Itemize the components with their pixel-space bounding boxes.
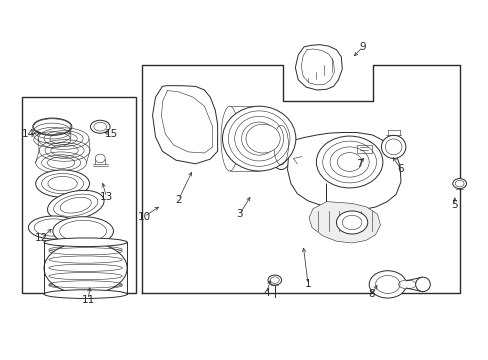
Bar [22, 97, 136, 293]
Ellipse shape [53, 217, 113, 246]
Ellipse shape [44, 238, 127, 247]
Circle shape [452, 179, 466, 189]
Circle shape [336, 211, 367, 234]
Polygon shape [287, 132, 400, 211]
Ellipse shape [222, 106, 295, 171]
Text: 1: 1 [304, 279, 311, 289]
Text: 13: 13 [100, 192, 113, 202]
Ellipse shape [245, 124, 280, 153]
Text: 5: 5 [450, 200, 457, 210]
Circle shape [267, 275, 281, 285]
Polygon shape [308, 184, 380, 243]
Ellipse shape [44, 290, 127, 298]
Text: 9: 9 [359, 42, 366, 52]
Ellipse shape [221, 106, 238, 171]
Polygon shape [152, 86, 217, 164]
Circle shape [177, 135, 183, 139]
Polygon shape [356, 145, 371, 153]
Text: 15: 15 [104, 129, 118, 139]
Ellipse shape [36, 170, 89, 197]
Text: 14: 14 [21, 129, 35, 139]
Text: 3: 3 [236, 209, 243, 219]
Ellipse shape [398, 280, 415, 289]
Ellipse shape [268, 121, 293, 170]
Ellipse shape [415, 277, 429, 292]
Text: 8: 8 [367, 289, 374, 299]
Ellipse shape [28, 216, 79, 239]
Text: 4: 4 [263, 288, 269, 298]
Ellipse shape [381, 135, 405, 158]
Circle shape [368, 271, 406, 298]
Polygon shape [295, 45, 342, 90]
Text: 7: 7 [355, 159, 362, 169]
Ellipse shape [44, 242, 127, 294]
Text: 10: 10 [138, 212, 150, 222]
Text: 2: 2 [175, 195, 182, 205]
Ellipse shape [316, 136, 382, 188]
Text: 11: 11 [81, 294, 95, 305]
Ellipse shape [90, 120, 110, 133]
Text: 6: 6 [397, 164, 404, 174]
Text: 12: 12 [35, 233, 48, 243]
Ellipse shape [47, 190, 104, 220]
